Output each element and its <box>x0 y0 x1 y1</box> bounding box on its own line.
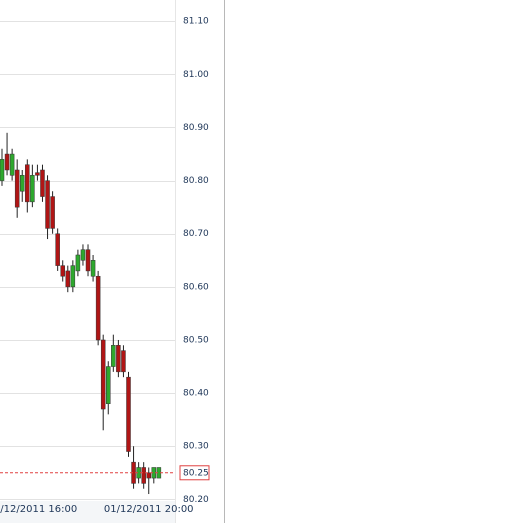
x-axis-strip <box>0 501 175 523</box>
y-tick-label: 80.40 <box>183 389 209 399</box>
candle-body <box>116 345 121 373</box>
candle-body <box>111 345 116 367</box>
candle-body <box>4 153 10 171</box>
y-tick-label: 80.30 <box>183 442 209 452</box>
candle-body <box>14 169 20 208</box>
candle-body <box>95 275 101 341</box>
candle-body <box>19 175 25 192</box>
y-tick-label: 80.90 <box>183 123 209 133</box>
candle-body <box>45 180 50 229</box>
y-axis-strip <box>175 0 225 523</box>
last-price-box <box>179 465 210 481</box>
candle-body <box>55 233 60 266</box>
candle-body <box>30 175 35 203</box>
candle-body <box>75 254 81 272</box>
y-tick-label: 81.00 <box>183 70 209 80</box>
candle-body <box>106 366 111 404</box>
y-tick-label: 80.50 <box>183 335 209 345</box>
candle-body <box>146 472 151 479</box>
candle-body <box>70 265 76 288</box>
candle-body <box>121 350 126 373</box>
candle-body <box>0 159 5 181</box>
candle-body <box>85 249 91 272</box>
x-tick-label: 01/12/2011 20:00 <box>104 504 194 515</box>
candle-body <box>126 376 131 452</box>
last-price-label: 80.25 <box>183 468 209 478</box>
candle-body <box>25 164 30 203</box>
y-tick-label: 80.70 <box>183 229 209 239</box>
candle-body <box>50 196 55 229</box>
candle-body <box>9 153 15 176</box>
y-tick-label: 80.20 <box>183 495 209 505</box>
y-tick-label: 81.10 <box>183 17 209 27</box>
y-tick-label: 80.60 <box>183 282 209 292</box>
candle-body <box>60 265 65 277</box>
candle-body <box>100 339 106 410</box>
y-tick-label: 80.80 <box>183 176 209 186</box>
candle-body <box>80 249 86 261</box>
candle-body <box>40 169 45 197</box>
candle-body <box>90 260 96 277</box>
candle-body <box>141 467 146 484</box>
candle-body <box>65 270 71 288</box>
candle-body <box>35 172 40 176</box>
x-tick-label: 01/12/2011 16:00 <box>0 504 77 515</box>
